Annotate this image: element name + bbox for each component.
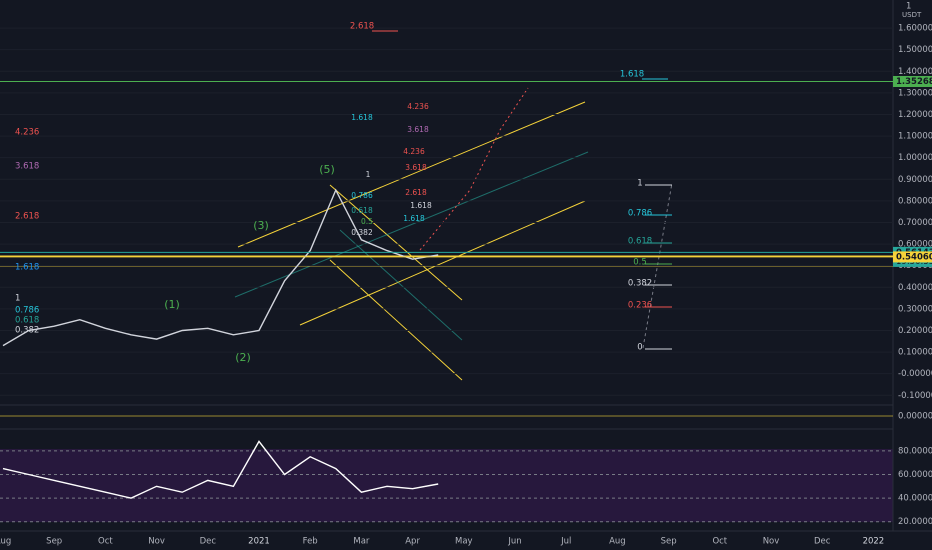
price-line: [2, 188, 439, 347]
fib-label: 1: [366, 170, 371, 179]
x-tick-label: Aug: [0, 537, 11, 547]
wave-label: (5): [319, 163, 335, 176]
fib-label: 0.618: [628, 237, 652, 247]
y-tick-label: 0.90000: [898, 175, 932, 185]
fib-label: 0.5: [361, 217, 373, 226]
x-tick-label: Feb: [303, 537, 318, 547]
fib-label: 0.618: [351, 206, 373, 215]
x-tick-label: Sep: [46, 537, 62, 547]
x-tick-label: Jul: [560, 537, 571, 547]
fib-label: 0.382: [15, 326, 39, 336]
fib-label: 1.618: [403, 214, 425, 223]
y-tick-label: 1.10000: [898, 132, 932, 142]
y-tick-label: 0.10000: [898, 348, 932, 358]
price-label: 1.35268: [896, 77, 932, 87]
wave-label: (3): [253, 219, 269, 232]
wave-label: (2): [235, 351, 251, 364]
fib-label: 0.786: [628, 209, 652, 219]
x-tick-label: Apr: [405, 537, 420, 547]
x-tick-label: Jun: [507, 537, 521, 547]
rsi-line: [2, 440, 439, 499]
fib-label: 4.236: [15, 128, 39, 138]
fib-label: 0: [637, 343, 642, 353]
y-tick-label: 1.20000: [898, 110, 932, 120]
y-tick-label: -0.00000: [898, 369, 932, 379]
fib-label: 2.618: [350, 22, 374, 32]
y-tick-label: 0.60000: [898, 240, 932, 250]
y-tick-label: 0.20000: [898, 326, 932, 336]
fib-label: 4.236: [407, 102, 429, 111]
fib-label: 1.618: [15, 263, 39, 273]
x-tick-label: Mar: [353, 537, 370, 547]
price-label-box: [893, 251, 932, 263]
rsi-band: [0, 449, 893, 522]
y-tick-label: 1.60000: [898, 24, 932, 34]
y-tick-label: 1.30000: [898, 88, 932, 98]
scale-label: 1: [906, 2, 911, 12]
fib-label: 0.382: [628, 279, 652, 289]
fib-label: 1.618: [351, 113, 373, 122]
price-label-box: [893, 76, 932, 88]
x-tick-label: 2021: [248, 537, 270, 547]
fib-label: 1.618: [620, 70, 644, 80]
y-tick-label: 0.30000: [898, 304, 932, 314]
y-tick-label: 1.40000: [898, 67, 932, 77]
fib-label: 0.786: [351, 191, 373, 200]
y-tick-label: 0.70000: [898, 218, 932, 228]
macd-tick-label: 0.00000: [898, 412, 932, 422]
x-tick-label: Nov: [148, 537, 165, 547]
fib-label: 0.786: [15, 306, 39, 316]
fib-label: 2.618: [15, 212, 39, 222]
fib-label: 1.618: [410, 201, 432, 210]
rsi-tick-label: 40.00000: [898, 494, 932, 504]
fib-label: 3.618: [405, 163, 427, 172]
rsi-tick-label: 60.00000: [898, 470, 932, 480]
x-tick-label: 2022: [863, 537, 885, 547]
fib-label: 0.5: [633, 258, 647, 268]
fib-label: 0.236: [628, 301, 652, 311]
x-tick-label: Dec: [200, 537, 217, 547]
wave-label: (1): [164, 298, 180, 311]
fib-label: 1: [15, 294, 20, 304]
x-tick-label: Dec: [814, 537, 831, 547]
price-label: 0.54060: [896, 252, 932, 262]
fib-label: 4.236: [403, 147, 425, 156]
x-tick-label: Nov: [763, 537, 780, 547]
x-tick-label: May: [455, 537, 473, 547]
fib-label: 0.618: [15, 316, 39, 326]
y-tick-label: 0.40000: [898, 283, 932, 293]
currency-label: USDT: [902, 11, 922, 19]
y-tick-label: -0.10000: [898, 391, 932, 401]
y-tick-label: 0.80000: [898, 196, 932, 206]
fib-label: 3.618: [407, 125, 429, 134]
y-tick-label: 1.00000: [898, 153, 932, 163]
y-tick-label: 1.50000: [898, 45, 932, 55]
x-tick-label: Sep: [661, 537, 677, 547]
x-tick-label: Aug: [609, 537, 626, 547]
x-tick-label: Oct: [712, 537, 727, 547]
fib-label: 1: [637, 179, 642, 189]
rsi-tick-label: 80.00000: [898, 446, 932, 456]
fib-label: 2.618: [405, 188, 427, 197]
fib-label: 3.618: [15, 162, 39, 172]
fib-label: 0.382: [351, 228, 373, 237]
rsi-tick-label: 20.00000: [898, 517, 932, 527]
x-tick-label: Oct: [98, 537, 113, 547]
